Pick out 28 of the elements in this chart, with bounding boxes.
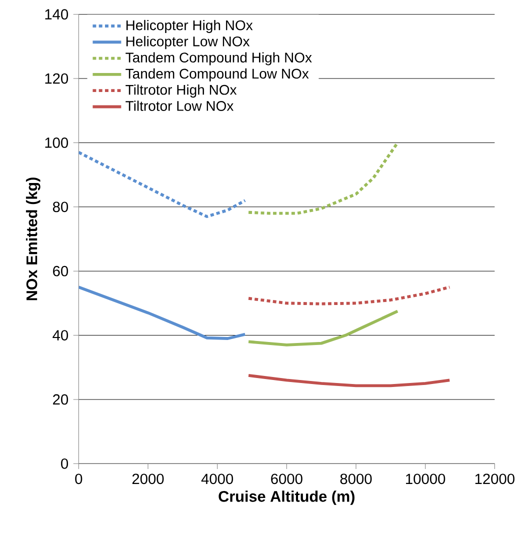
line-series (78, 286, 247, 340)
line-series (247, 141, 400, 215)
y-tick-label: 80 (52, 202, 68, 212)
legend-label: Tiltrotor High NOx (126, 84, 237, 98)
legend-label: Helicopter High NOx (126, 20, 253, 33)
line-series (247, 310, 400, 346)
y-tick-label: 40 (52, 330, 68, 340)
y-tick-label: 120 (45, 73, 68, 84)
line-series (247, 374, 452, 388)
legend-label: Tandem Compound High NOx (126, 52, 312, 66)
x-axis-title: Cruise Altitude (m) (218, 490, 354, 505)
y-tick-label: 60 (53, 266, 68, 276)
x-tick-label: 8000 (340, 474, 372, 484)
legend-label: Helicopter Low NOx (126, 36, 250, 50)
x-tick-label: 4000 (201, 474, 234, 484)
x-tick-label: 2000 (132, 474, 164, 484)
y-axis-title: NOx Emitted (kg) (26, 178, 40, 300)
x-tick-label: 0 (75, 474, 82, 484)
legend-label: Tiltrotor Low NOx (126, 100, 234, 111)
y-tick-label: 0 (61, 458, 68, 469)
line-series (247, 286, 452, 306)
legend-label: Tandem Compound Low NOx (126, 68, 309, 82)
y-tick-label: 100 (45, 138, 68, 148)
y-tick-label: 20 (53, 394, 68, 405)
x-tick-label: 10000 (406, 474, 446, 484)
y-tick-label: 140 (45, 9, 68, 20)
x-tick-label: 12000 (475, 474, 514, 484)
x-tick-label: 6000 (271, 474, 302, 484)
